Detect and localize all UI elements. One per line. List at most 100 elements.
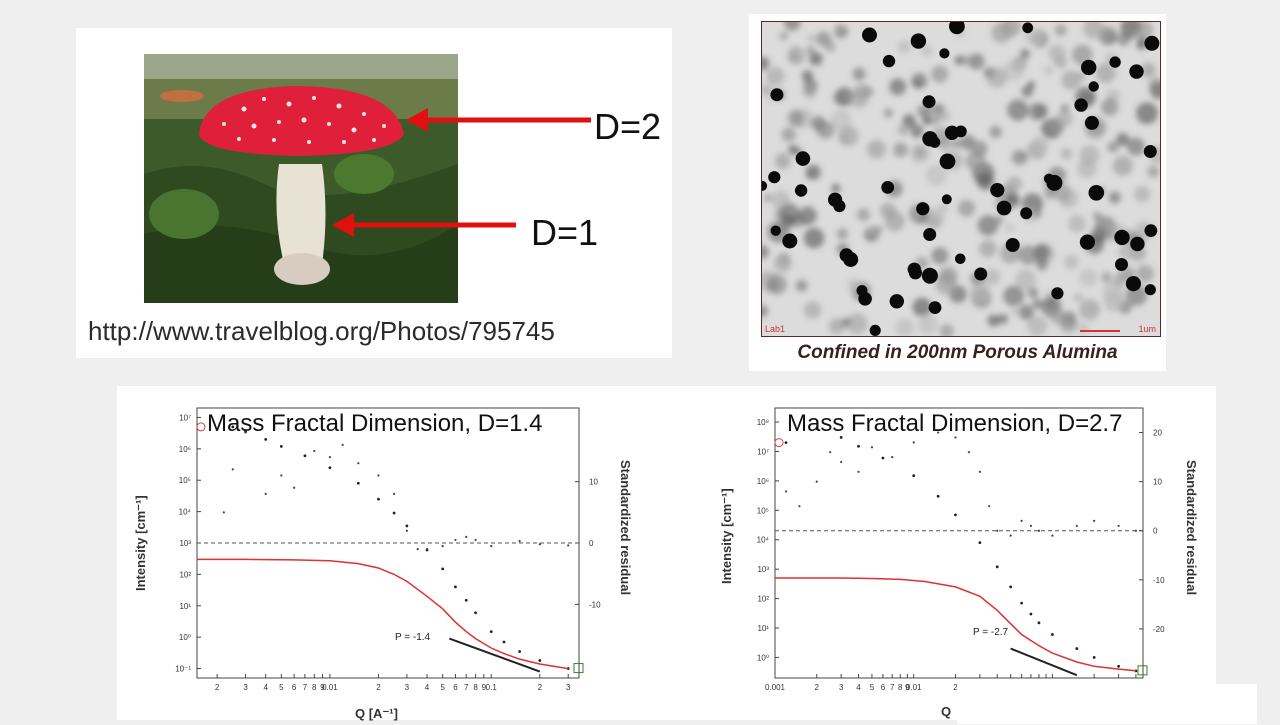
data-point	[377, 497, 380, 501]
x-tick-label: 3	[839, 683, 844, 692]
residual-point	[1093, 519, 1096, 523]
residual-point	[538, 543, 541, 546]
residual-point	[293, 486, 296, 489]
chart-right: 0.001234567890.01234567890.123410⁰10¹10²…	[715, 386, 1199, 720]
residual-point	[857, 470, 860, 473]
y-tick-label: 10⁴	[179, 508, 192, 517]
x-tick-label: 0.1	[486, 683, 498, 692]
chart-right-title: Mass Fractal Dimension, D=2.7	[787, 410, 1123, 437]
residual-point	[231, 468, 234, 471]
chart-right-xlabel: Q	[941, 704, 952, 719]
x-tick-label: 0.001	[765, 683, 786, 692]
data-point	[474, 611, 477, 615]
y-tick-label: 10³	[757, 565, 769, 574]
data-point	[978, 541, 982, 544]
x-tick-label: 4	[263, 683, 268, 692]
x-tick-label: 8	[473, 683, 478, 692]
residual-point	[815, 480, 818, 483]
residual-point	[870, 446, 874, 449]
y2-tick-label: -20	[1153, 625, 1165, 634]
tem-particle	[1020, 207, 1033, 220]
residual-point	[264, 492, 267, 496]
x-tick-label: 9	[320, 683, 325, 692]
tem-particle	[923, 228, 937, 241]
y-tick-label: 10⁶	[179, 445, 191, 454]
y-tick-label: 10¹	[179, 602, 191, 611]
data-point	[392, 511, 396, 515]
residual-point	[996, 529, 999, 532]
residual-point	[1051, 534, 1054, 537]
tem-particle	[1144, 224, 1158, 238]
tem-particle	[770, 225, 781, 236]
tem-particle	[843, 252, 859, 267]
chart-right-annotation: P = -2.7	[973, 627, 1009, 638]
tem-particle	[1088, 81, 1099, 92]
data-point	[279, 444, 283, 448]
tem-particle	[794, 184, 808, 197]
tem-particle	[939, 48, 950, 59]
data-point	[454, 585, 457, 589]
x-tick-label: 6	[453, 683, 458, 692]
data-point	[857, 444, 860, 448]
data-point	[303, 454, 307, 458]
data-point	[1009, 585, 1013, 589]
tem-particle	[1084, 115, 1099, 130]
residual-point	[490, 544, 493, 548]
x-tick-label: 5	[279, 683, 284, 692]
x-tick-label: 5	[440, 683, 445, 692]
residual-point	[357, 462, 360, 465]
tem-particle	[910, 33, 927, 49]
data-point	[441, 567, 445, 571]
tem-particle	[1144, 284, 1156, 296]
data-point	[1029, 612, 1033, 616]
chart-left-annotation: P = -1.4	[395, 632, 431, 643]
y-tick-label: 10⁵	[179, 476, 191, 485]
tem-particle	[768, 171, 781, 184]
y-tick-label: 10⁰	[179, 633, 191, 642]
residual-point	[474, 538, 477, 542]
y2-tick-label: 0	[1153, 527, 1158, 536]
residual-point	[1117, 524, 1120, 527]
y-tick-label: 10⁴	[757, 536, 770, 545]
x-tick-label: 2	[538, 683, 543, 692]
x-tick-label: 2	[815, 683, 820, 692]
tem-particle	[921, 267, 938, 284]
data-point	[1117, 664, 1120, 668]
residual-point	[912, 441, 915, 444]
x-tick-label: 8	[312, 683, 317, 692]
x-tick-label: 6	[881, 683, 886, 692]
residual-point	[1009, 534, 1012, 537]
x-tick-label: 7	[890, 683, 895, 692]
x-tick-label: 3	[243, 683, 248, 692]
x-tick-label: 7	[303, 683, 308, 692]
slope-line	[449, 637, 541, 673]
data-point	[1075, 647, 1079, 650]
tem-particle	[869, 324, 881, 336]
chart-right-y2label: Standardized residual	[1184, 460, 1199, 596]
residual-point	[840, 460, 843, 464]
y2-tick-label: -10	[589, 600, 601, 609]
chart-left: 2 3 4 5 6 7 8 9 0.01 2 3 4 5 6 7 8 9 0.1 2 3 10⁻¹ 10⁰ 10¹ 10² 10…	[127, 386, 633, 721]
plot-frame	[774, 407, 1144, 679]
residual-point	[393, 492, 396, 496]
residual-point	[518, 540, 521, 543]
residual-point	[891, 455, 894, 459]
tem-particle	[955, 125, 967, 138]
tem-particle	[941, 194, 952, 205]
x-tick-label: 8	[898, 683, 903, 692]
x-tick-label: 0.01	[322, 683, 338, 692]
residual-point	[441, 544, 444, 548]
y2-tick-label: 0	[589, 539, 594, 548]
y-tick-label: 10²	[179, 570, 191, 579]
x-tick-label: 4	[856, 683, 861, 692]
residual-point	[465, 535, 468, 538]
tem-particle	[1074, 98, 1088, 112]
x-tick-label: 3	[566, 683, 571, 692]
data-point	[912, 474, 916, 478]
data-point	[264, 437, 268, 441]
y-tick-label: 10⁻¹	[175, 665, 191, 674]
data-point	[1092, 656, 1096, 659]
arrow-bottom-head	[332, 213, 354, 237]
tem-particle	[1129, 64, 1144, 79]
residual-point	[1029, 524, 1033, 527]
